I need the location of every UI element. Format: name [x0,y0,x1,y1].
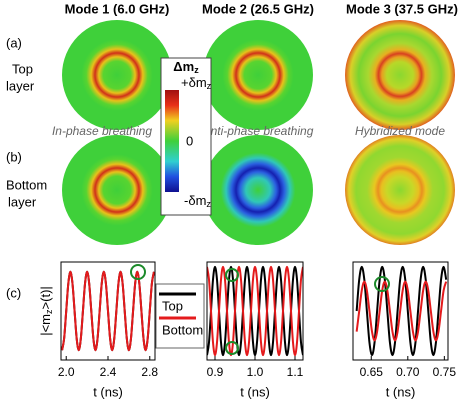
caption: Hybridized mode [355,124,445,138]
panel-label: (b) [6,149,22,164]
caption: In-phase breathing [52,124,152,138]
highlight-circle [225,341,239,355]
legend-label: Top [162,298,183,313]
row-label: layer [6,78,35,93]
mode-map [62,135,172,245]
panel-label: (c) [6,285,21,300]
mode-map [203,135,313,245]
row-label: Bottom [6,177,47,192]
x-axis-label: t (ns) [386,384,416,399]
x-tick-label: 1.1 [287,365,304,379]
y-label-sub: z [44,309,54,314]
x-tick-label: 2.8 [141,365,158,379]
colorbar-label: 0 [186,133,193,148]
highlight-circle [374,276,390,292]
x-tick-label: 2.4 [100,365,117,379]
x-tick-label: 2.0 [58,365,75,379]
mode-map [345,20,455,130]
line-series [207,265,303,357]
highlight-circle [225,268,239,282]
line-series [61,270,155,352]
panel-label: (a) [6,35,22,50]
x-tick-label: 0.75 [433,365,457,379]
charts: 2.0 2.4 2.8 t (ns) |<mz>(t)| 0.9 1.0 1.1 t (ns) T… [38,261,457,399]
plot-frame [352,261,449,361]
colorbar [165,90,179,192]
colorbar-label: +δmz [181,75,212,91]
x-tick-label: 0.9 [207,365,224,379]
x-axis-label: t (ns) [93,384,123,399]
y-axis-label: |<mz>(t)| [38,286,54,336]
y-label-part: >(t)| [38,286,53,309]
x-tick-label: 0.70 [396,365,420,379]
column-title: Mode 2 (26.5 GHz) [202,1,314,16]
x-tick-label: 0.65 [360,365,384,379]
line-series [355,265,448,357]
line-series [207,265,303,357]
column-title: Mode 3 (37.5 GHz) [346,1,458,16]
row-label: Top [12,61,33,76]
mode-map [345,135,455,245]
colorbar-title: Δmz [173,59,199,75]
highlight-circle [130,264,146,280]
row-label: layer [8,194,37,209]
line-series [355,280,448,342]
x-tick-label: 1.0 [247,365,264,379]
legend-label: Bottom [162,322,203,337]
colorbar-label: -δmz [184,193,211,209]
caption: Anti-phase breathing [202,124,314,138]
mode-map [62,20,172,130]
column-title: Mode 1 (6.0 GHz) [65,1,170,16]
y-label-part: |<m [38,314,53,336]
mode-map [203,20,313,130]
x-axis-label: t (ns) [240,384,270,399]
